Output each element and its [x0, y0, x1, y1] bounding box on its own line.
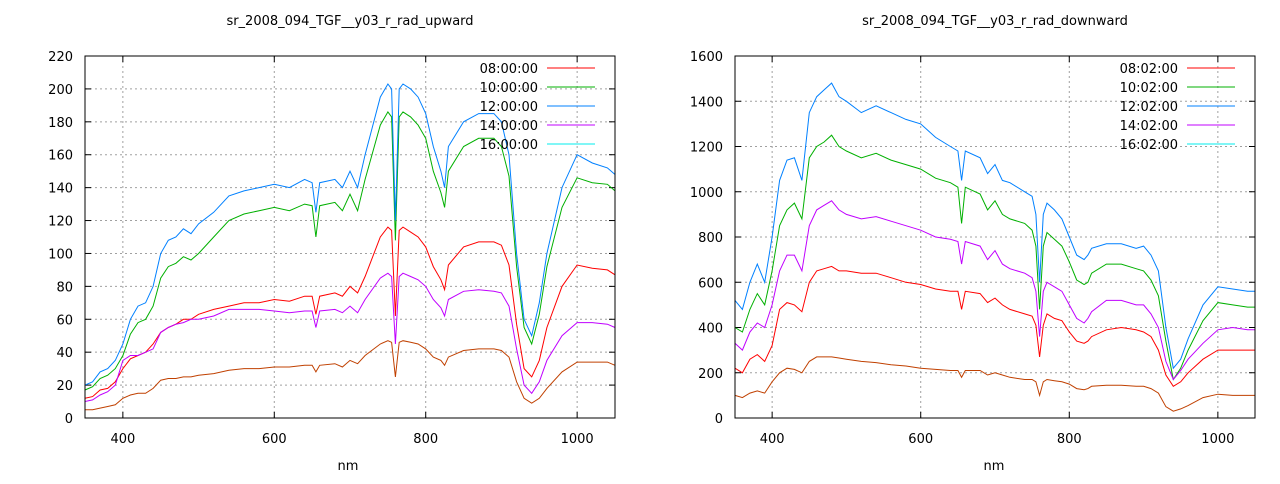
legend-label: 14:02:00 [1120, 119, 1178, 134]
y-tick-label: 1000 [690, 186, 723, 201]
legend-label: 10:00:00 [480, 81, 538, 96]
x-tick-label: 600 [262, 432, 287, 447]
x-axis-label: nm [338, 459, 359, 474]
legend-label: 12:00:00 [480, 100, 538, 115]
series-line-16-00-00 [85, 340, 616, 411]
x-tick-label: 800 [1057, 432, 1082, 447]
series-line-08-00-00 [84, 226, 616, 399]
y-tick-label: 1400 [690, 95, 723, 110]
series-line-12-00-00 [84, 83, 616, 386]
x-tick-label: 600 [908, 432, 933, 447]
legend-label: 08:00:00 [480, 62, 538, 77]
chart-title: sr_2008_094_TGF__y03_r_rad_downward [862, 14, 1128, 29]
plot-frame [84, 55, 616, 419]
y-tick-label: 200 [698, 367, 723, 382]
y-tick-label: 120 [48, 215, 73, 230]
y-tick-label: 80 [56, 280, 73, 295]
series-line-10-02-00 [734, 134, 1255, 381]
x-tick-label: 1000 [561, 432, 594, 447]
series-line-08-02-00 [734, 265, 1255, 387]
series-line-14-02-00 [734, 200, 1255, 381]
legend-label: 10:02:00 [1120, 81, 1178, 96]
legend-label: 12:02:00 [1120, 100, 1178, 115]
y-tick-label: 0 [715, 412, 723, 427]
plot-frame [734, 55, 1256, 419]
plot-panel-0: sr_2008_094_TGF__y03_r_rad_upward 0 20 40 60… [48, 14, 616, 474]
y-tick-label: 100 [48, 247, 73, 262]
y-tick-label: 800 [698, 231, 723, 246]
y-tick-label: 160 [48, 149, 73, 164]
plot-panel-1: sr_2008_094_TGF__y03_r_rad_downward 0 200 4… [690, 14, 1256, 474]
y-tick-label: 40 [56, 346, 73, 361]
legend-label: 14:00:00 [480, 119, 538, 134]
series-line-14-00-00 [84, 272, 616, 402]
x-tick-label: 400 [110, 432, 135, 447]
y-tick-label: 60 [56, 313, 73, 328]
y-tick-label: 200 [48, 83, 73, 98]
y-tick-label: 180 [48, 116, 73, 131]
y-tick-label: 1200 [690, 141, 723, 156]
x-tick-label: 800 [413, 432, 438, 447]
series-line-10-00-00 [84, 110, 616, 391]
y-tick-label: 20 [56, 379, 73, 394]
series-line-12-02-00 [734, 82, 1255, 370]
legend-label: 16:00:00 [480, 138, 538, 153]
y-tick-label: 220 [48, 50, 73, 65]
x-tick-label: 1000 [1201, 432, 1234, 447]
y-tick-label: 1600 [690, 50, 723, 65]
y-tick-label: 140 [48, 182, 73, 197]
legend-label: 16:02:00 [1120, 138, 1178, 153]
x-axis-label: nm [984, 459, 1005, 474]
x-tick-label: 400 [760, 432, 785, 447]
legend-label: 08:02:00 [1120, 62, 1178, 77]
series-line-16-02-00 [734, 356, 1255, 412]
chart-title: sr_2008_094_TGF__y03_r_rad_upward [226, 14, 473, 29]
y-tick-label: 600 [698, 276, 723, 291]
y-tick-label: 0 [65, 412, 73, 427]
y-tick-label: 400 [698, 322, 723, 337]
